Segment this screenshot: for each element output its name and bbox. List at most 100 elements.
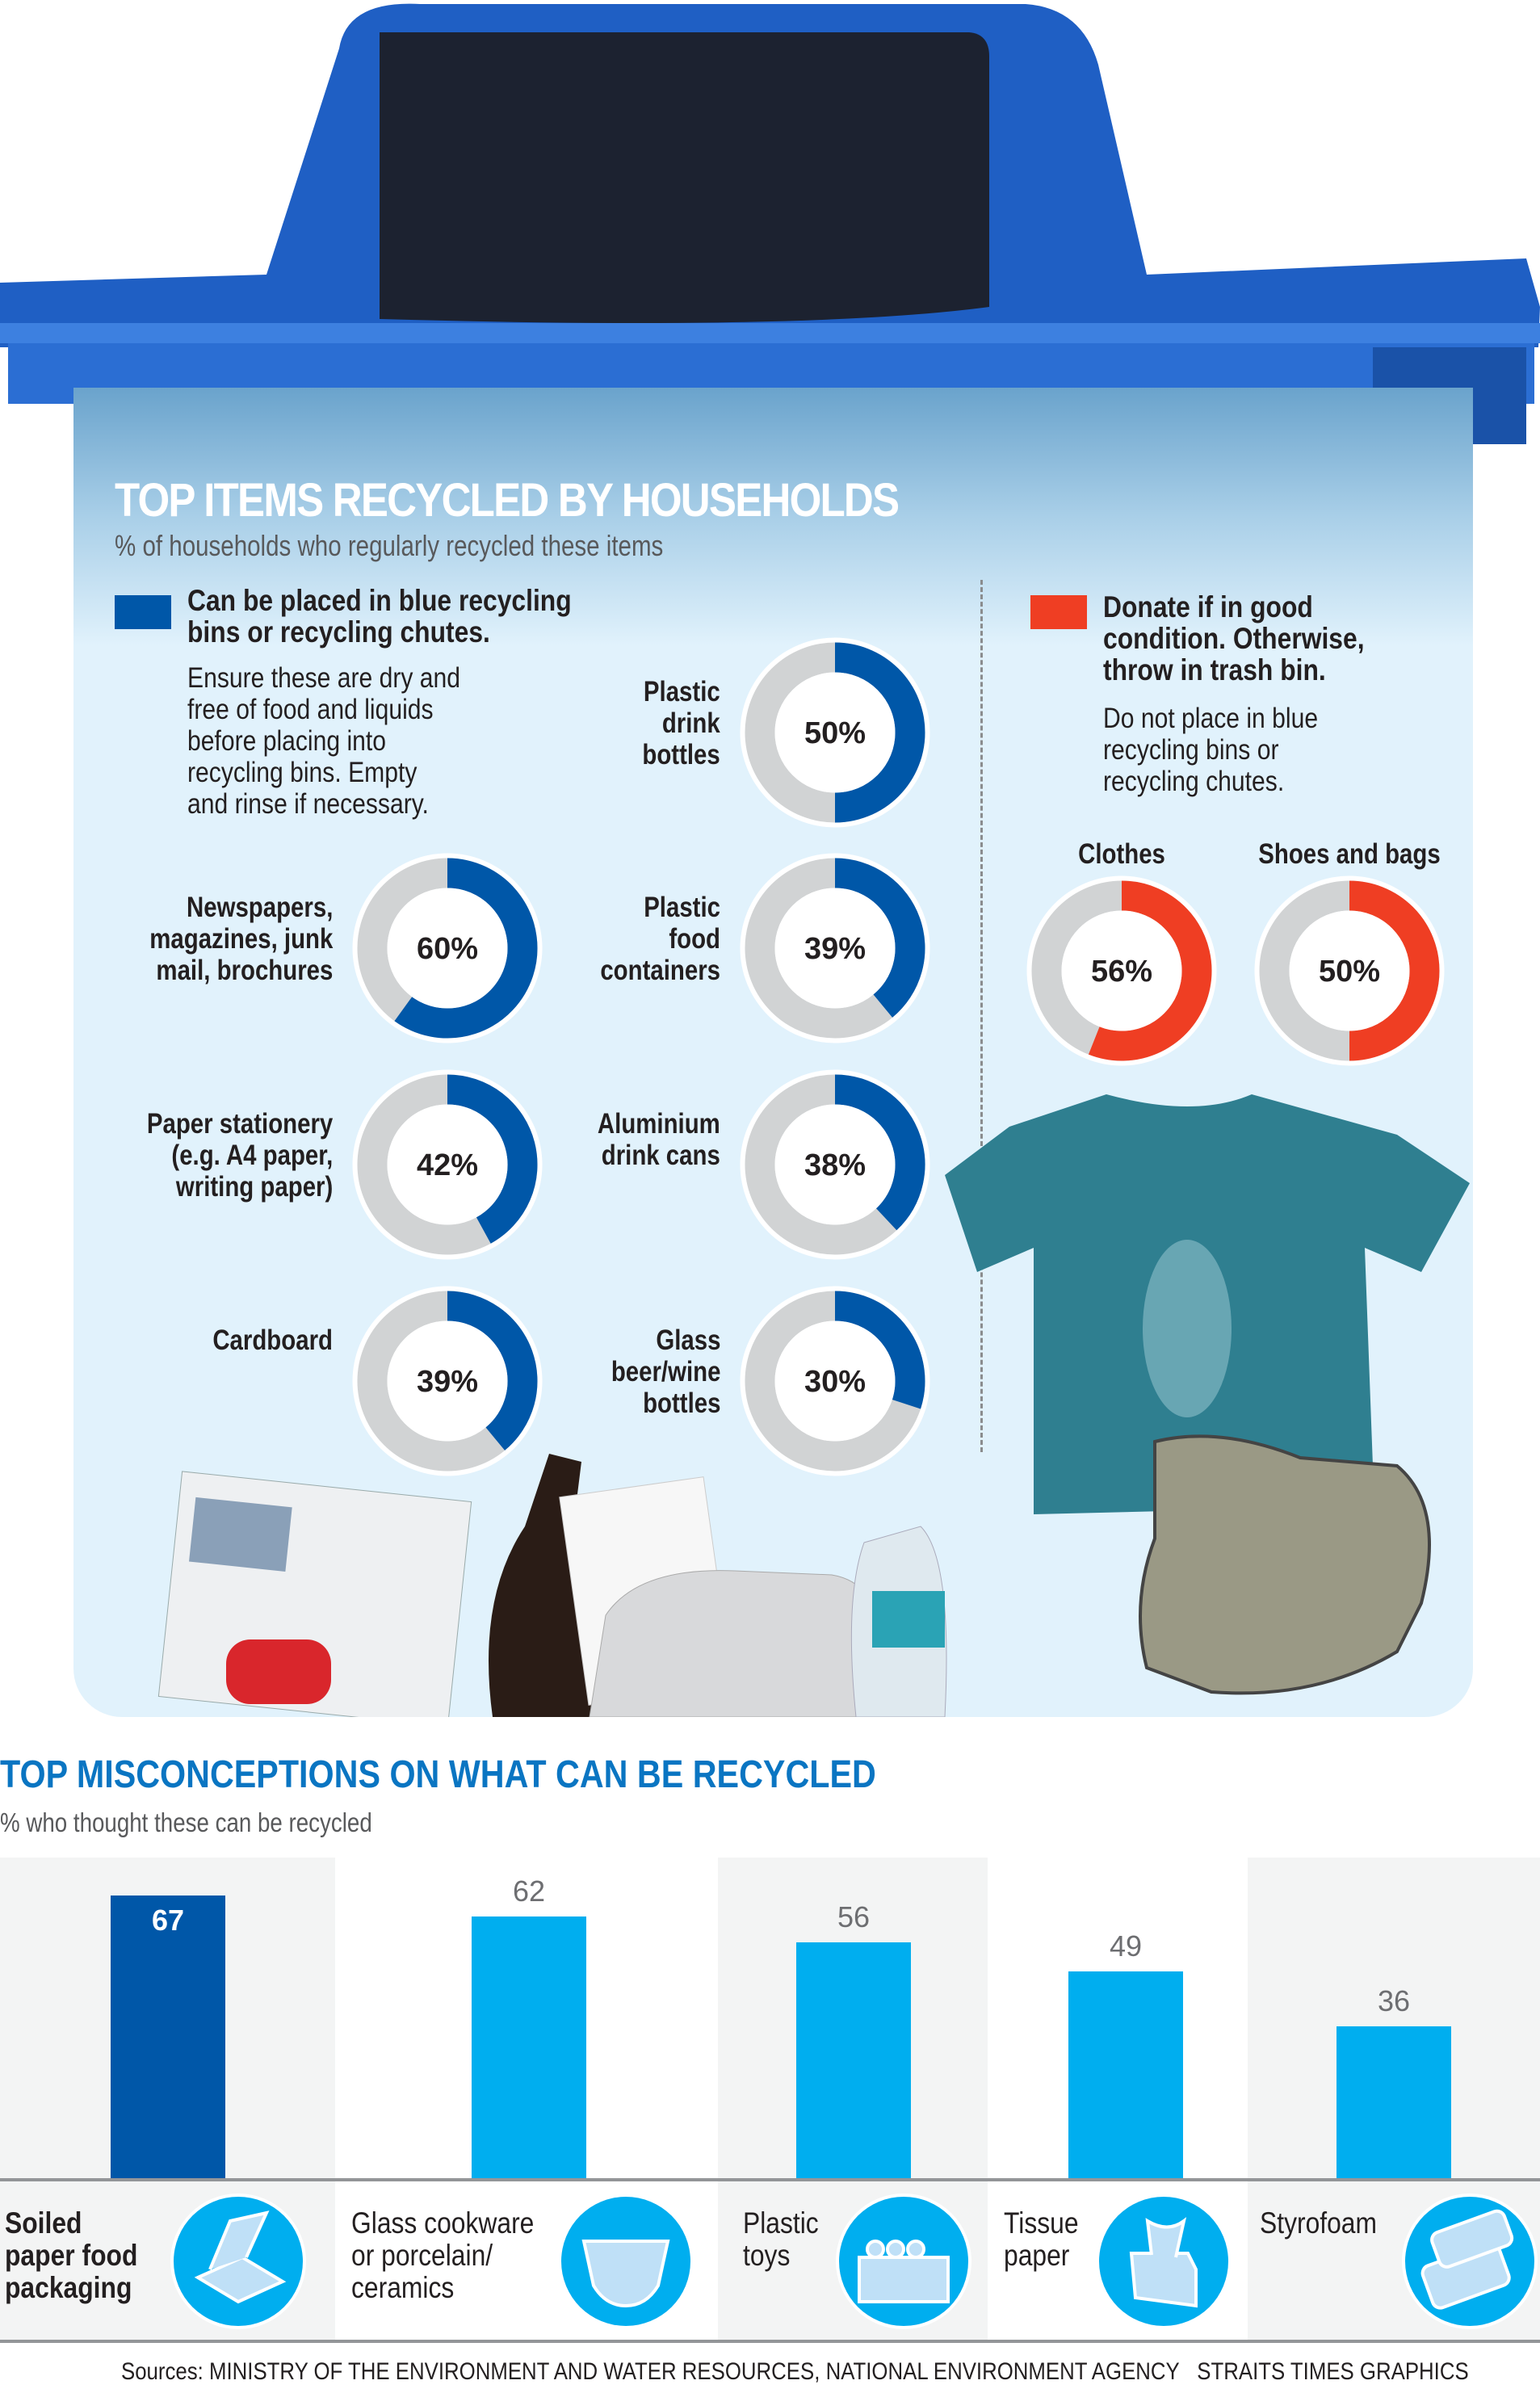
- donut-center: [387, 888, 508, 1009]
- donut-center: [387, 1320, 508, 1442]
- text-line: Tissue: [1004, 2206, 1079, 2240]
- donut-category-label: Glass beer/wine bottles: [611, 1325, 720, 1419]
- tissue-box-icon: [1096, 2194, 1232, 2329]
- donut-center: [774, 1320, 896, 1442]
- donut-value-label: 60%: [417, 932, 478, 966]
- sources-note: Sources: MINISTRY OF THE ENVIRONMENT AND…: [121, 2358, 1469, 2386]
- text-line: packaging: [5, 2271, 132, 2304]
- bar-category-label: Tissue paper: [1004, 2207, 1079, 2272]
- donut-value-label: 42%: [417, 1148, 478, 1182]
- donut-center: [774, 888, 896, 1009]
- text-line: Glass cookware: [351, 2206, 535, 2240]
- bar-value-label: 67: [151, 1904, 185, 1937]
- donut-5: 39%: [352, 1286, 543, 1476]
- legend-blue-heading: Can be placed in blue recycling bins or …: [187, 585, 572, 648]
- styrofoam-box-icon: [1402, 2194, 1538, 2329]
- text-line: Soiled: [5, 2206, 82, 2240]
- donut-value-label: 50%: [804, 716, 866, 750]
- bar-value-label: 36: [1377, 1984, 1411, 2018]
- text-line: Clothes: [1078, 838, 1165, 870]
- donut-value-arc: [834, 858, 925, 1018]
- text-line: drink: [662, 707, 720, 739]
- donut-category-label: Cardboard: [212, 1325, 333, 1356]
- donut-center: [774, 672, 896, 793]
- donut-category-label: Plastic drink bottles: [643, 676, 720, 770]
- donut-value-arc: [1088, 880, 1212, 1061]
- donut-category-label: Newspapers, magazines, junk mail, brochure…: [149, 892, 333, 986]
- donut-category-label: Aluminium drink cans: [598, 1108, 720, 1171]
- text-line: paper food: [5, 2239, 138, 2272]
- donut-8: 50%: [1254, 875, 1445, 1066]
- bar-value-label: 56: [837, 1900, 871, 1933]
- donut-center: [774, 1104, 896, 1225]
- donut-value-arc: [834, 642, 925, 823]
- donut-2: 39%: [740, 853, 930, 1043]
- donut-value-arc: [394, 858, 538, 1039]
- text-line: Cardboard: [212, 1325, 333, 1356]
- donut-category-label: Paper stationery (e.g. A4 paper, writing p…: [147, 1108, 333, 1203]
- donut-value-arc: [447, 1074, 538, 1244]
- text-line: bottles: [642, 1388, 720, 1419]
- toy-brick-icon: [836, 2194, 971, 2329]
- legend-blue-body: Ensure these are dry and free of food an…: [187, 662, 460, 820]
- bar-value-label: 49: [1109, 1929, 1143, 1963]
- sources-text: Sources: MINISTRY OF THE ENVIRONMENT AND…: [121, 2358, 1180, 2385]
- text-line: bins or recycling chutes.: [187, 615, 490, 649]
- text-line: containers: [600, 955, 720, 986]
- chart-subtitle: % who thought these can be recycled: [0, 1807, 372, 1837]
- text-line: before placing into: [187, 725, 387, 757]
- donut-center: [387, 1104, 508, 1225]
- chart-title: TOP MISCONCEPTIONS ON WHAT CAN BE RECYCL…: [0, 1753, 876, 1796]
- donut-value-arc: [447, 1291, 538, 1450]
- donut-0: 50%: [740, 637, 930, 828]
- donut-4: 38%: [740, 1069, 930, 1260]
- bar-category-label: Plastic toys: [743, 2207, 819, 2272]
- donut-value-label: 30%: [804, 1365, 866, 1399]
- donut-charts: 50% 60% 39% 42% 38% 39% 30% 56% 50%: [352, 637, 1445, 1476]
- text-line: or porcelain/: [351, 2239, 493, 2272]
- text-line: (e.g. A4 paper,: [171, 1140, 333, 1171]
- bar: [796, 1942, 911, 2178]
- text-line: Paper stationery: [146, 1108, 333, 1140]
- bar-category-label: Glass cookware or porcelain/ceramics: [351, 2207, 534, 2304]
- text-line: Ensure these are dry and: [187, 662, 460, 694]
- text-line: toys: [743, 2239, 791, 2272]
- text-line: Plastic: [644, 676, 720, 707]
- donut-value-arc: [834, 1074, 925, 1231]
- text-line: bottles: [642, 739, 720, 770]
- donut-value-arc: [834, 1291, 925, 1409]
- donut-value-label: 50%: [1319, 955, 1380, 989]
- text-line: Donate if in good: [1103, 590, 1313, 623]
- text-line: Shoes and bags: [1258, 838, 1441, 870]
- text-line: writing paper): [175, 1171, 333, 1203]
- text-line: ceramics: [351, 2271, 455, 2304]
- donut-category-label: Clothes: [1020, 838, 1223, 871]
- recyclables-illustration: [157, 1454, 947, 1717]
- donut-1: 60%: [352, 853, 543, 1043]
- x-axis-line: [0, 2178, 1540, 2181]
- t-shirt-and-shoe-illustration: [945, 1094, 1470, 1695]
- donut-value-label: 39%: [417, 1365, 478, 1399]
- text-line: Plastic: [743, 2206, 819, 2240]
- bar-category-label: Soiled paper food packaging: [5, 2207, 137, 2304]
- section-title: TOP ITEMS RECYCLED BY HOUSEHOLDS: [115, 474, 900, 527]
- text-line: Can be placed in blue recycling: [187, 584, 572, 617]
- bar: [472, 1916, 586, 2178]
- text-line: Plastic: [644, 892, 720, 923]
- bar: [111, 1896, 225, 2178]
- text-line: condition. Otherwise,: [1103, 622, 1365, 655]
- section-subtitle: % of households who regularly recycled t…: [115, 529, 664, 562]
- donut-center: [1061, 910, 1182, 1031]
- text-line: Styrofoam: [1260, 2206, 1378, 2240]
- legend-red-body: Do not place in blue recycling bins or r…: [1103, 703, 1318, 797]
- bar: [1068, 1971, 1183, 2178]
- text-line: Aluminium: [598, 1108, 720, 1140]
- donut-7: 56%: [1026, 875, 1217, 1066]
- text-line: Glass: [655, 1325, 720, 1356]
- bar: [1336, 2026, 1451, 2178]
- bar-category-label: Styrofoam: [1260, 2207, 1377, 2240]
- text-line: magazines, junk: [149, 923, 333, 955]
- donut-category-label: Plastic food containers: [600, 892, 720, 986]
- donut-value-label: 56%: [1091, 955, 1152, 989]
- legend-blue-swatch: [115, 595, 171, 629]
